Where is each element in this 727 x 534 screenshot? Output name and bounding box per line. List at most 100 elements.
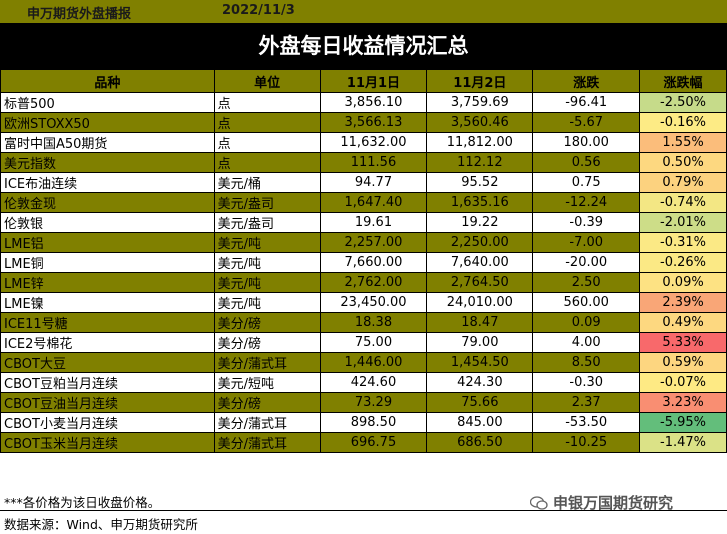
cell-day2: 112.12 (426, 152, 534, 173)
cell-unit: 点 (213, 92, 321, 113)
table-row: 标普500 点 3,856.10 3,759.69 -96.41 -2.50% (0, 92, 727, 113)
cell-unit: 美分/蒲式耳 (213, 352, 321, 373)
cell-change: 4.00 (532, 332, 641, 353)
table-row: LME铝 美元/吨 2,257.00 2,250.00 -7.00 -0.31% (0, 232, 727, 253)
cell-change-pct: 0.50% (639, 152, 727, 173)
cell-day2: 75.66 (426, 392, 534, 413)
table-row: 伦敦银 美元/盎司 19.61 19.22 -0.39 -2.01% (0, 212, 727, 233)
table-row: 美元指数点 111.56 112.12 0.56 0.50% (0, 152, 727, 173)
cell-day1: 1,446.00 (319, 352, 428, 373)
cell-change: -10.25 (532, 432, 641, 453)
table-row: ICE布油连续 美元/桶 94.77 95.52 0.75 0.79% (0, 172, 727, 193)
cell-unit: 美元/吨 (213, 272, 321, 293)
cell-unit: 美元/吨 (213, 292, 321, 313)
footer-note: ***各价格为该日收盘价格。 (0, 489, 727, 511)
cell-day1: 2,257.00 (319, 232, 428, 253)
table-row: CBOT豆油当月连续 美分/磅 73.29 75.66 2.37 3.23% (0, 392, 727, 413)
cell-unit: 美分/蒲式耳 (213, 432, 321, 453)
cell-day1: 7,660.00 (319, 252, 428, 273)
cell-day2: 2,250.00 (426, 232, 534, 253)
cell-change: 8.50 (532, 352, 641, 373)
cell-day1: 23,450.00 (319, 292, 428, 313)
cell-unit: 美元/吨 (213, 232, 321, 253)
cell-name: LME铝 (0, 232, 215, 253)
footer-note-text: ***各价格为该日收盘价格。 (4, 495, 161, 510)
cell-change-pct: -5.95% (639, 412, 727, 433)
cell-day2: 24,010.00 (426, 292, 534, 313)
table-row: LME锌 美元/吨 2,762.00 2,764.50 2.50 0.09% (0, 272, 727, 293)
table-row: 伦敦金现 美元/盎司 1,647.40 1,635.16 -12.24 -0.74% (0, 192, 727, 213)
col-header-day1: 11月1日 (319, 69, 428, 93)
cell-day1: 18.38 (319, 312, 428, 333)
cell-day1: 2,762.00 (319, 272, 428, 293)
col-header-day2: 11月2日 (426, 69, 534, 93)
cell-change: 0.56 (532, 152, 641, 173)
watermark-text: 申银万国期货研究 (553, 494, 674, 512)
footer-source-text: 数据来源：Wind、申万期货研究所 (4, 517, 198, 532)
cell-day1: 94.77 (319, 172, 428, 193)
cell-unit: 点 (213, 152, 321, 173)
cell-day2: 79.00 (426, 332, 534, 353)
cell-name: CBOT豆油当月连续 (0, 392, 215, 413)
cell-unit: 美元/短吨 (213, 372, 321, 393)
cell-day2: 845.00 (426, 412, 534, 433)
cell-change: -7.00 (532, 232, 641, 253)
table-row: 欧洲STOXX50 点 3,566.13 3,560.46 -5.67 -0.16% (0, 112, 727, 133)
cell-change: -20.00 (532, 252, 641, 273)
cell-day1: 111.56 (319, 152, 428, 173)
cell-unit: 点 (213, 132, 321, 153)
cell-day2: 2,764.50 (426, 272, 534, 293)
returns-table: 品种 单位 11月1日 11月2日 涨跌 涨跌幅 标普500 点 3,856.10 3… (0, 69, 727, 453)
col-header-change-pct: 涨跌幅 (639, 69, 727, 93)
cell-day1: 898.50 (319, 412, 428, 433)
cell-day2: 1,635.16 (426, 192, 534, 213)
cell-day2: 424.30 (426, 372, 534, 393)
cell-day2: 11,812.00 (426, 132, 534, 153)
brand-label: 申万期货外盘播报 (27, 7, 132, 22)
col-header-change: 涨跌 (532, 69, 641, 93)
table-row: CBOT玉米当月连续 美分/蒲式耳 696.75 686.50 -10.25 -1.47% (0, 432, 727, 453)
cell-day1: 3,566.13 (319, 112, 428, 133)
cell-name: 伦敦银 (0, 212, 215, 233)
cell-change-pct: 3.23% (639, 392, 727, 413)
cell-change: -96.41 (532, 92, 641, 113)
cell-name: 富时中国A50期货 (0, 132, 215, 153)
cell-day1: 696.75 (319, 432, 428, 453)
cell-change: -0.39 (532, 212, 641, 233)
table-row: 富时中国A50期货点 11,632.00 11,812.00 180.00 1.55% (0, 132, 727, 153)
cell-change: 2.37 (532, 392, 641, 413)
cell-change-pct: 0.79% (639, 172, 727, 193)
cell-change: -0.30 (532, 372, 641, 393)
cell-unit: 美元/桶 (213, 172, 321, 193)
cell-change-pct: -2.01% (639, 212, 727, 233)
table-row: LME铜 美元/吨 7,660.00 7,640.00 -20.00 -0.26% (0, 252, 727, 273)
cell-name: ICE11号糖 (0, 312, 215, 333)
cell-change: 0.75 (532, 172, 641, 193)
cell-day2: 18.47 (426, 312, 534, 333)
cell-name: 美元指数 (0, 152, 215, 173)
cell-change: 0.09 (532, 312, 641, 333)
cell-change: -5.67 (532, 112, 641, 133)
cell-name: ICE2号棉花 (0, 332, 215, 353)
cell-change-pct: 0.49% (639, 312, 727, 333)
cell-unit: 美分/磅 (213, 312, 321, 333)
cell-change-pct: -1.47% (639, 432, 727, 453)
cell-day2: 7,640.00 (426, 252, 534, 273)
cell-change-pct: 0.09% (639, 272, 727, 293)
cell-change: -53.50 (532, 412, 641, 433)
table-row: ICE2号棉花 美分/磅 75.00 79.00 4.00 5.33% (0, 332, 727, 353)
cell-name: CBOT小麦当月连续 (0, 412, 215, 433)
cell-unit: 美元/盎司 (213, 192, 321, 213)
cell-name: ICE布油连续 (0, 172, 215, 193)
report-title: 外盘每日收益情况汇总 (0, 23, 727, 69)
cell-unit: 美元/盎司 (213, 212, 321, 233)
cell-change: 2.50 (532, 272, 641, 293)
cell-day1: 75.00 (319, 332, 428, 353)
cell-name: CBOT豆粕当月连续 (0, 372, 215, 393)
cell-change-pct: 1.55% (639, 132, 727, 153)
cell-change-pct: -0.74% (639, 192, 727, 213)
report-date: 2022/11/3 (222, 3, 295, 18)
cell-day1: 3,856.10 (319, 92, 428, 113)
table-row: LME镍 美元/吨 23,450.00 24,010.00 560.00 2.39% (0, 292, 727, 313)
cell-change: 560.00 (532, 292, 641, 313)
